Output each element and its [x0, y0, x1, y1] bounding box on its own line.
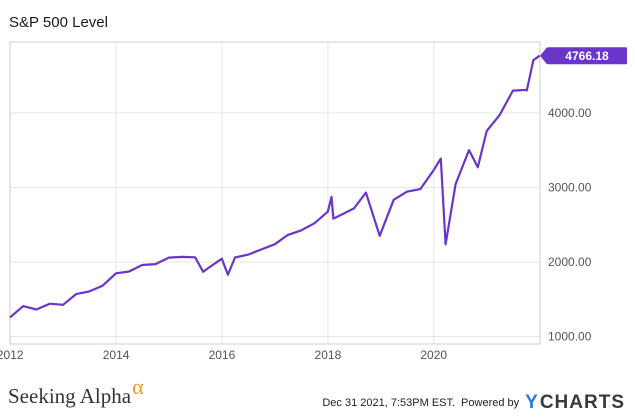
brand-alpha-symbol: α — [132, 374, 144, 399]
y-tick-labels: 1000.00 2000.00 3000.00 4000.00 — [548, 106, 592, 344]
provider-logo-mark: Y — [525, 392, 539, 413]
y-tick-label: 1000.00 — [548, 330, 592, 344]
x-tick-labels: 2012 2014 2016 2018 2020 — [0, 348, 447, 362]
series-line — [9, 54, 541, 319]
x-tick-label: 2014 — [103, 348, 130, 362]
last-value-pointer — [540, 47, 547, 65]
timestamp: Dec 31 2021, 7:53PM EST. — [322, 397, 456, 409]
last-value-box — [547, 47, 627, 65]
chart-title: S&P 500 Level — [9, 14, 108, 31]
y-tick-label: 2000.00 — [548, 255, 592, 269]
last-value-label: 4766.18 — [565, 49, 609, 63]
grid — [9, 42, 540, 344]
brand-logo: Seeking Alphaα — [8, 374, 144, 409]
y-tick-label: 3000.00 — [548, 180, 592, 194]
footer-credits: Dec 31 2021, 7:53PM EST. Powered by Y CHA… — [322, 392, 625, 414]
provider-logo: Y CHARTS — [525, 392, 625, 414]
x-tick-label: 2020 — [420, 348, 447, 362]
x-tick-label: 2012 — [0, 348, 24, 362]
y-tick-label: 4000.00 — [548, 106, 592, 120]
brand-name: Seeking Alpha — [8, 384, 132, 408]
x-tick-label: 2016 — [209, 348, 236, 362]
x-tick-label: 2018 — [315, 348, 342, 362]
plot-area-border — [9, 41, 541, 345]
powered-by-label: Powered by — [461, 397, 520, 409]
provider-name: CHARTS — [539, 392, 625, 413]
last-value-marker: 4766.18 — [540, 47, 627, 65]
